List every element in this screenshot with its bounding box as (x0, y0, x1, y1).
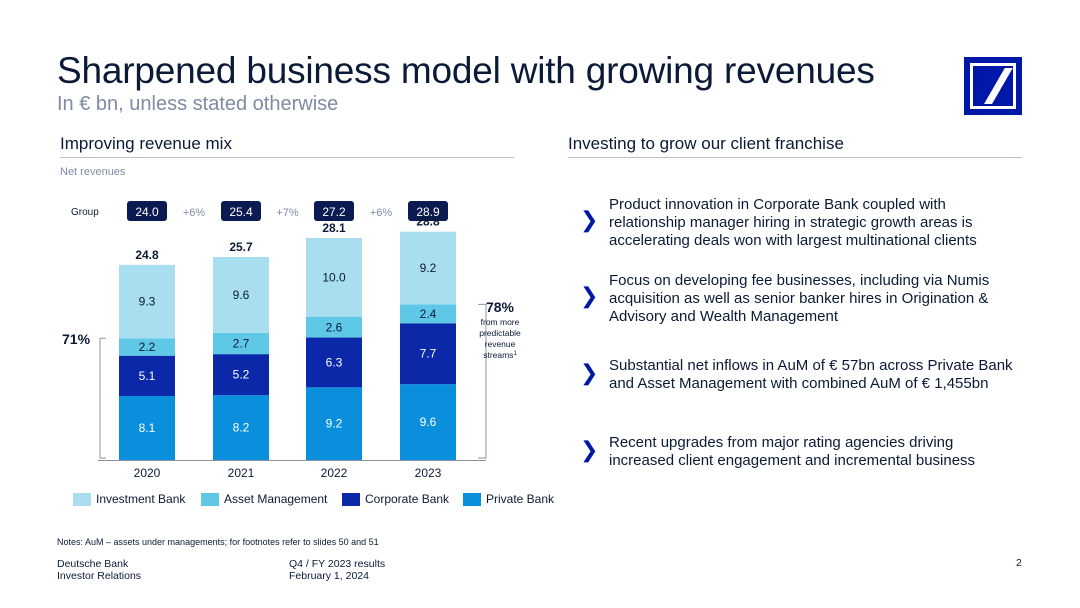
bar-data-label: 6.3 (326, 355, 343, 369)
page-title: Sharpened business model with growing re… (57, 50, 875, 91)
group-value: 27.2 (322, 205, 346, 219)
bar-segment-corporate-bank (213, 354, 269, 396)
legend-item-corporate-bank: Corporate Bank (342, 492, 449, 506)
chevron-right-icon: ❯ (580, 360, 599, 385)
bar-data-label: 8.2 (233, 421, 250, 435)
bar-segment-corporate-bank (119, 355, 175, 397)
bar-data-label: 2.4 (420, 307, 437, 321)
footnote-marker: 1 (513, 351, 517, 357)
page-number: 2 (1016, 557, 1022, 569)
group-value-box (127, 201, 167, 221)
group-value: 25.4 (229, 205, 253, 219)
legend-swatch (342, 492, 360, 506)
legend-item-private-bank: Private Bank (463, 492, 554, 506)
bar-data-label: 7.7 (420, 347, 437, 361)
bar-segment-corporate-bank (306, 337, 362, 388)
bar-segment-investment-bank (213, 256, 269, 333)
bar-segment-investment-bank (119, 264, 175, 339)
chevron-right-icon: ❯ (580, 283, 599, 308)
legend-label: Corporate Bank (365, 492, 450, 506)
bar-data-label: 2.2 (139, 340, 156, 354)
bar-segment-asset-management (119, 338, 175, 356)
bullet-text: Focus on developing fee businesses, incl… (609, 272, 990, 325)
bar-segment-private-bank (400, 384, 456, 460)
share-right-note: revenue (485, 339, 516, 349)
legend-swatch (463, 492, 481, 506)
bullet-text: Recent upgrades from major rating agenci… (609, 434, 976, 469)
bar-data-label: 9.2 (420, 261, 437, 275)
group-growth-label: +6% (370, 207, 393, 219)
left-section-heading: Improving revenue mix (60, 134, 232, 153)
bar-total-label: 24.8 (135, 248, 159, 262)
group-growth-label: +6% (183, 207, 206, 219)
legend-label: Private Bank (486, 492, 555, 506)
net-revenues-label: Net revenues (60, 166, 126, 178)
bar-data-label: 9.2 (326, 417, 343, 431)
share-right-note: streams1 (483, 350, 517, 360)
legend-label: Asset Management (224, 492, 328, 506)
footnote-text: Notes: AuM – assets under managements; f… (57, 537, 379, 547)
bar-segment-investment-bank (400, 231, 456, 305)
group-value: 28.9 (416, 205, 440, 219)
group-value-box (314, 201, 354, 221)
bar-data-label: 5.2 (233, 368, 250, 382)
bar-segment-corporate-bank (400, 323, 456, 385)
left-section-rule (60, 157, 514, 158)
group-value-box (408, 201, 448, 221)
bullet-text: Product innovation in Corporate Bank cou… (609, 196, 977, 249)
bar-segment-private-bank (119, 396, 175, 460)
bar-data-label: 8.1 (139, 421, 156, 435)
footer-company: Deutsche Bank Investor Relations (57, 558, 142, 582)
bullet-text: Substantial net inflows in AuM of € 57bn… (609, 357, 1013, 392)
legend-swatch (201, 492, 219, 506)
right-section-rule (568, 157, 1022, 158)
page-subtitle: In € bn, unless stated otherwise (57, 93, 339, 115)
x-tick-label: 2023 (415, 466, 442, 480)
bar-total-label: 25.7 (229, 240, 253, 254)
chevron-right-icon: ❯ (580, 437, 599, 462)
bar-segment-asset-management (400, 304, 456, 324)
group-label: Group (71, 207, 99, 218)
bar-segment-asset-management (306, 317, 362, 338)
deutsche-bank-logo (964, 57, 1022, 115)
bar-data-label: 9.6 (420, 415, 437, 429)
share-right-note: from more (481, 317, 520, 327)
chevron-right-icon: ❯ (580, 207, 599, 232)
bar-data-label: 2.7 (233, 336, 250, 350)
bar-data-label: 10.0 (322, 271, 346, 285)
bar-data-label: 5.1 (139, 369, 156, 383)
share-bracket-left (99, 337, 106, 459)
bar-segment-investment-bank (306, 238, 362, 318)
legend-swatch (73, 492, 91, 506)
bar-segment-asset-management (213, 332, 269, 355)
x-tick-label: 2021 (228, 466, 255, 480)
group-growth-label: +7% (276, 207, 299, 219)
bar-segment-private-bank (306, 387, 362, 460)
group-value-box (221, 201, 261, 221)
right-section-heading: Investing to grow our client franchise (568, 134, 844, 153)
legend-label: Investment Bank (96, 492, 186, 506)
group-value: 24.0 (135, 205, 159, 219)
share-right-note: predictable (479, 328, 521, 338)
footer-report: Q4 / FY 2023 results February 1, 2024 (289, 558, 386, 582)
legend-item-investment-bank: Investment Bank (73, 492, 185, 506)
bar-data-label: 9.6 (233, 288, 250, 302)
x-tick-label: 2022 (321, 466, 348, 480)
bar-segment-private-bank (213, 395, 269, 460)
bar-total-label: 28.8 (416, 215, 440, 229)
bar-total-label: 28.1 (322, 221, 346, 235)
share-right-label: 78% (486, 299, 515, 315)
share-bracket-right (478, 303, 487, 459)
bar-data-label: 9.3 (139, 295, 156, 309)
bar-data-label: 2.6 (326, 320, 343, 334)
x-tick-label: 2020 (134, 466, 161, 480)
legend-item-asset-management: Asset Management (201, 492, 327, 506)
share-left-label: 71% (62, 331, 91, 347)
